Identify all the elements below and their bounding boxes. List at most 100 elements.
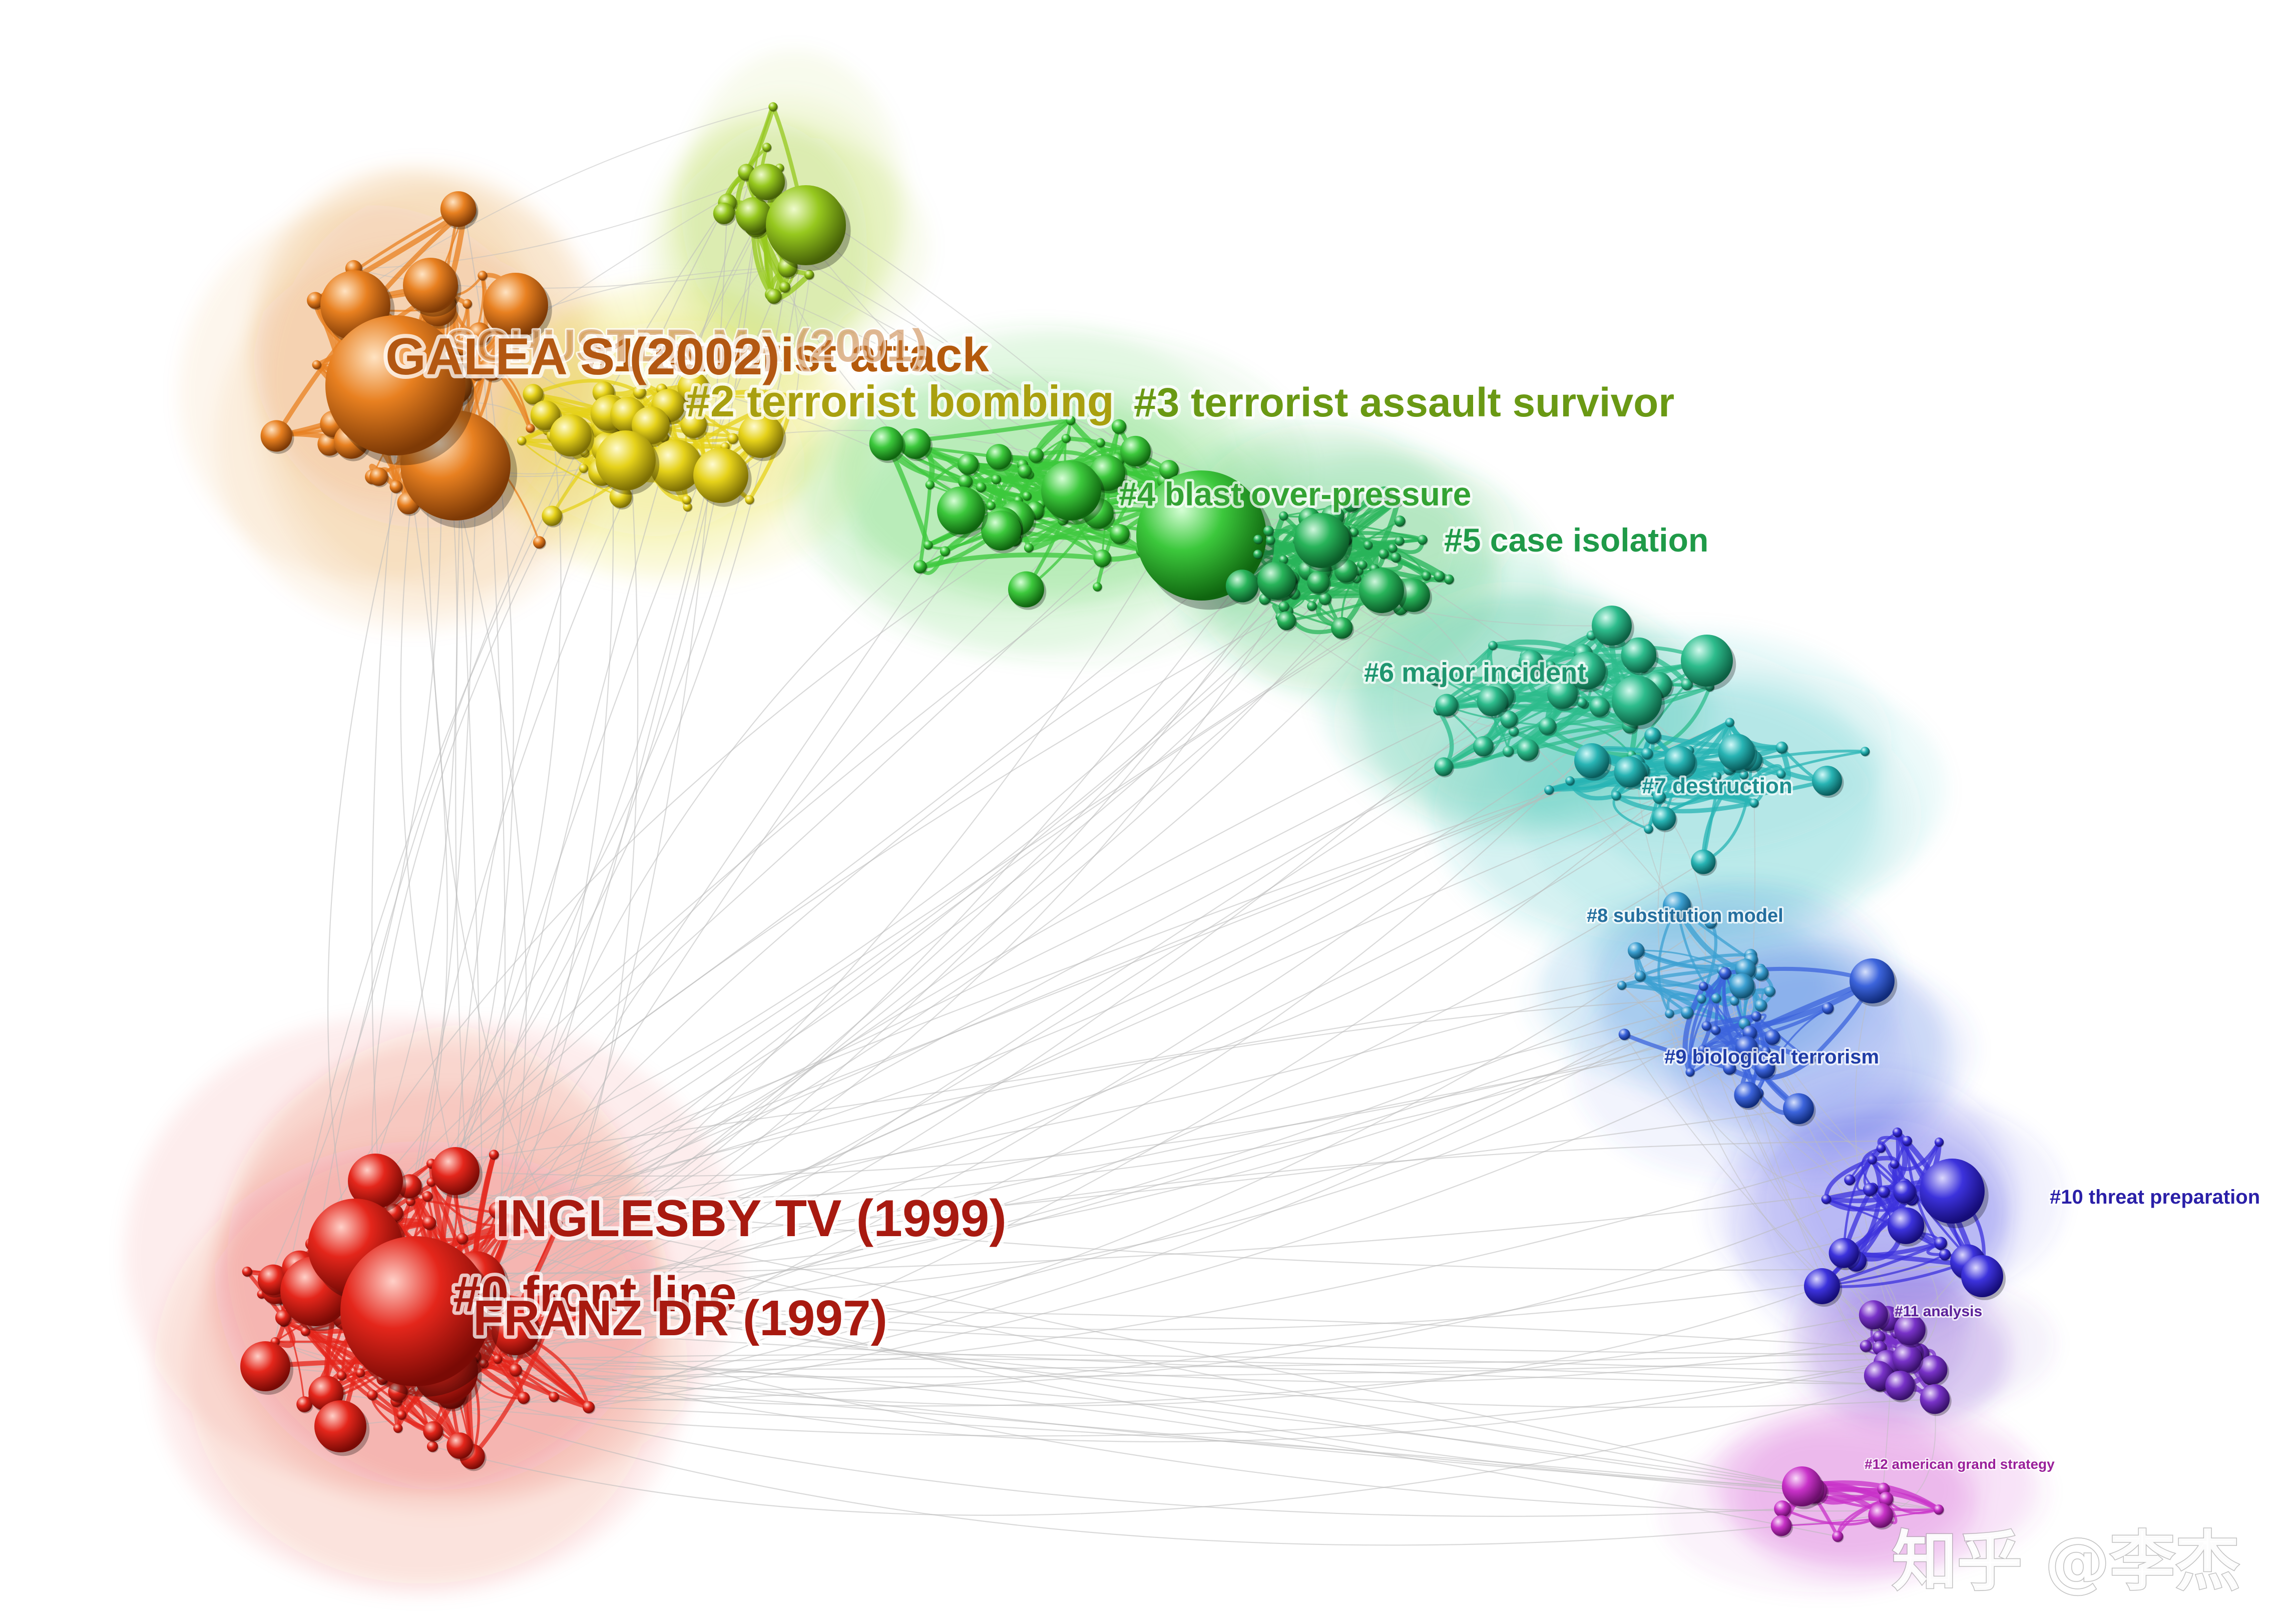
reference-node-cluster-11[interactable] [1873,1331,1886,1343]
reference-node-cluster-0[interactable] [300,1327,310,1336]
reference-node-cluster-10[interactable] [1939,1249,1951,1261]
reference-node-cluster-1[interactable] [260,420,292,452]
reference-node-cluster-7[interactable] [1644,824,1653,834]
reference-node-cluster-4[interactable] [1096,438,1105,447]
reference-node-cluster-10[interactable] [1892,1128,1902,1137]
reference-node-cluster-5[interactable] [1253,550,1262,559]
reference-node-cluster-4[interactable] [937,486,985,534]
reference-node-cluster-2[interactable] [579,463,588,473]
reference-node-cluster-3[interactable] [713,202,735,224]
reference-node-cluster-0[interactable] [340,1236,491,1386]
reference-node-cluster-5[interactable] [1444,574,1454,585]
reference-node-cluster-9[interactable] [1719,967,1731,979]
reference-node-cluster-8[interactable] [1696,994,1706,1003]
reference-node-cluster-4[interactable] [1109,524,1130,545]
reference-node-cluster-2[interactable] [745,495,754,504]
reference-node-cluster-2[interactable] [738,413,783,458]
reference-node-cluster-2[interactable] [650,439,702,491]
reference-node-cluster-1[interactable] [325,315,466,455]
reference-node-cluster-7[interactable] [1749,798,1759,808]
reference-node-cluster-8[interactable] [1617,980,1626,990]
reference-node-cluster-6[interactable] [1547,678,1578,709]
reference-node-cluster-0[interactable] [582,1401,595,1413]
reference-node-cluster-7[interactable] [1641,748,1653,760]
reference-node-cluster-0[interactable] [602,1300,612,1310]
reference-node-cluster-10[interactable] [1887,1207,1925,1244]
reference-node-cluster-0[interactable] [492,1307,540,1355]
reference-node-cluster-2[interactable] [633,385,646,399]
reference-node-cluster-5[interactable] [1257,562,1295,600]
reference-node-cluster-9[interactable] [1699,981,1708,991]
reference-node-cluster-9[interactable] [1751,1011,1761,1021]
reference-node-cluster-2[interactable] [596,430,656,490]
reference-node-cluster-4[interactable] [1159,459,1179,479]
reference-node-cluster-5[interactable] [1391,552,1401,563]
reference-node-cluster-0[interactable] [502,1216,519,1233]
reference-node-cluster-1[interactable] [533,536,546,549]
reference-node-cluster-4[interactable] [1111,419,1127,434]
reference-node-cluster-0[interactable] [431,1147,480,1195]
reference-node-cluster-5[interactable] [1277,611,1296,631]
reference-node-cluster-7[interactable] [1664,746,1696,778]
reference-node-cluster-1[interactable] [483,273,548,338]
reference-node-cluster-10[interactable] [1867,1155,1877,1165]
reference-node-cluster-0[interactable] [509,1363,522,1377]
reference-node-cluster-0[interactable] [388,1382,407,1402]
reference-node-cluster-0[interactable] [240,1341,290,1391]
reference-node-cluster-8[interactable] [1729,996,1739,1006]
reference-node-cluster-10[interactable] [1828,1238,1859,1268]
reference-node-cluster-4[interactable] [957,453,979,475]
reference-node-cluster-7[interactable] [1565,776,1575,786]
reference-node-cluster-6[interactable] [1435,694,1458,717]
reference-node-cluster-4[interactable] [1024,543,1034,553]
reference-node-cluster-0[interactable] [422,1216,436,1230]
reference-node-cluster-10[interactable] [1844,1174,1855,1186]
reference-node-cluster-0[interactable] [367,1389,378,1400]
reference-node-cluster-6[interactable] [1488,641,1498,650]
reference-node-cluster-5[interactable] [1417,534,1428,545]
reference-node-cluster-2[interactable] [683,502,692,511]
reference-node-cluster-10[interactable] [1821,1194,1831,1204]
reference-node-cluster-5[interactable] [1395,536,1405,546]
reference-node-cluster-8[interactable] [1753,965,1769,981]
reference-node-cluster-0[interactable] [393,1423,403,1433]
reference-node-cluster-0[interactable] [422,1191,433,1202]
reference-node-cluster-9[interactable] [1734,1081,1761,1109]
reference-node-cluster-5[interactable] [1378,549,1389,559]
reference-node-cluster-10[interactable] [1920,1159,1985,1224]
reference-node-cluster-2[interactable] [542,505,562,526]
reference-node-cluster-9[interactable] [1735,1036,1758,1058]
reference-node-cluster-4[interactable] [1018,464,1032,478]
reference-node-cluster-11[interactable] [1918,1355,1948,1384]
reference-node-cluster-5[interactable] [1393,496,1403,506]
reference-node-cluster-7[interactable] [1691,849,1716,874]
reference-node-cluster-0[interactable] [296,1396,312,1412]
reference-node-cluster-0[interactable] [423,1421,443,1441]
reference-node-cluster-2[interactable] [727,433,738,444]
reference-node-cluster-0[interactable] [337,1371,346,1380]
reference-node-cluster-12[interactable] [1879,1491,1894,1506]
reference-node-cluster-5[interactable] [1422,571,1431,581]
reference-node-cluster-8[interactable] [1663,892,1691,920]
reference-node-cluster-1[interactable] [468,322,491,346]
reference-node-cluster-9[interactable] [1711,1025,1720,1035]
reference-node-cluster-6[interactable] [1500,711,1518,728]
reference-node-cluster-7[interactable] [1644,727,1661,744]
reference-node-cluster-6[interactable] [1621,637,1657,673]
reference-node-cluster-11[interactable] [1860,1340,1872,1352]
reference-node-cluster-10[interactable] [1934,1237,1947,1250]
reference-node-cluster-0[interactable] [397,1174,422,1199]
reference-node-cluster-5[interactable] [1342,493,1360,512]
reference-node-cluster-4[interactable] [940,546,950,557]
reference-node-cluster-7[interactable] [1614,756,1645,788]
reference-node-cluster-4[interactable] [1132,489,1141,499]
reference-node-cluster-5[interactable] [1334,559,1358,583]
reference-node-cluster-2[interactable] [523,384,544,405]
reference-node-cluster-7[interactable] [1736,782,1746,792]
reference-node-cluster-9[interactable] [1685,1067,1695,1077]
reference-node-cluster-7[interactable] [1725,718,1734,727]
reference-node-cluster-0[interactable] [405,1197,415,1206]
reference-node-cluster-10[interactable] [1934,1138,1944,1147]
reference-node-cluster-2[interactable] [693,448,748,503]
reference-node-cluster-7[interactable] [1718,734,1755,771]
